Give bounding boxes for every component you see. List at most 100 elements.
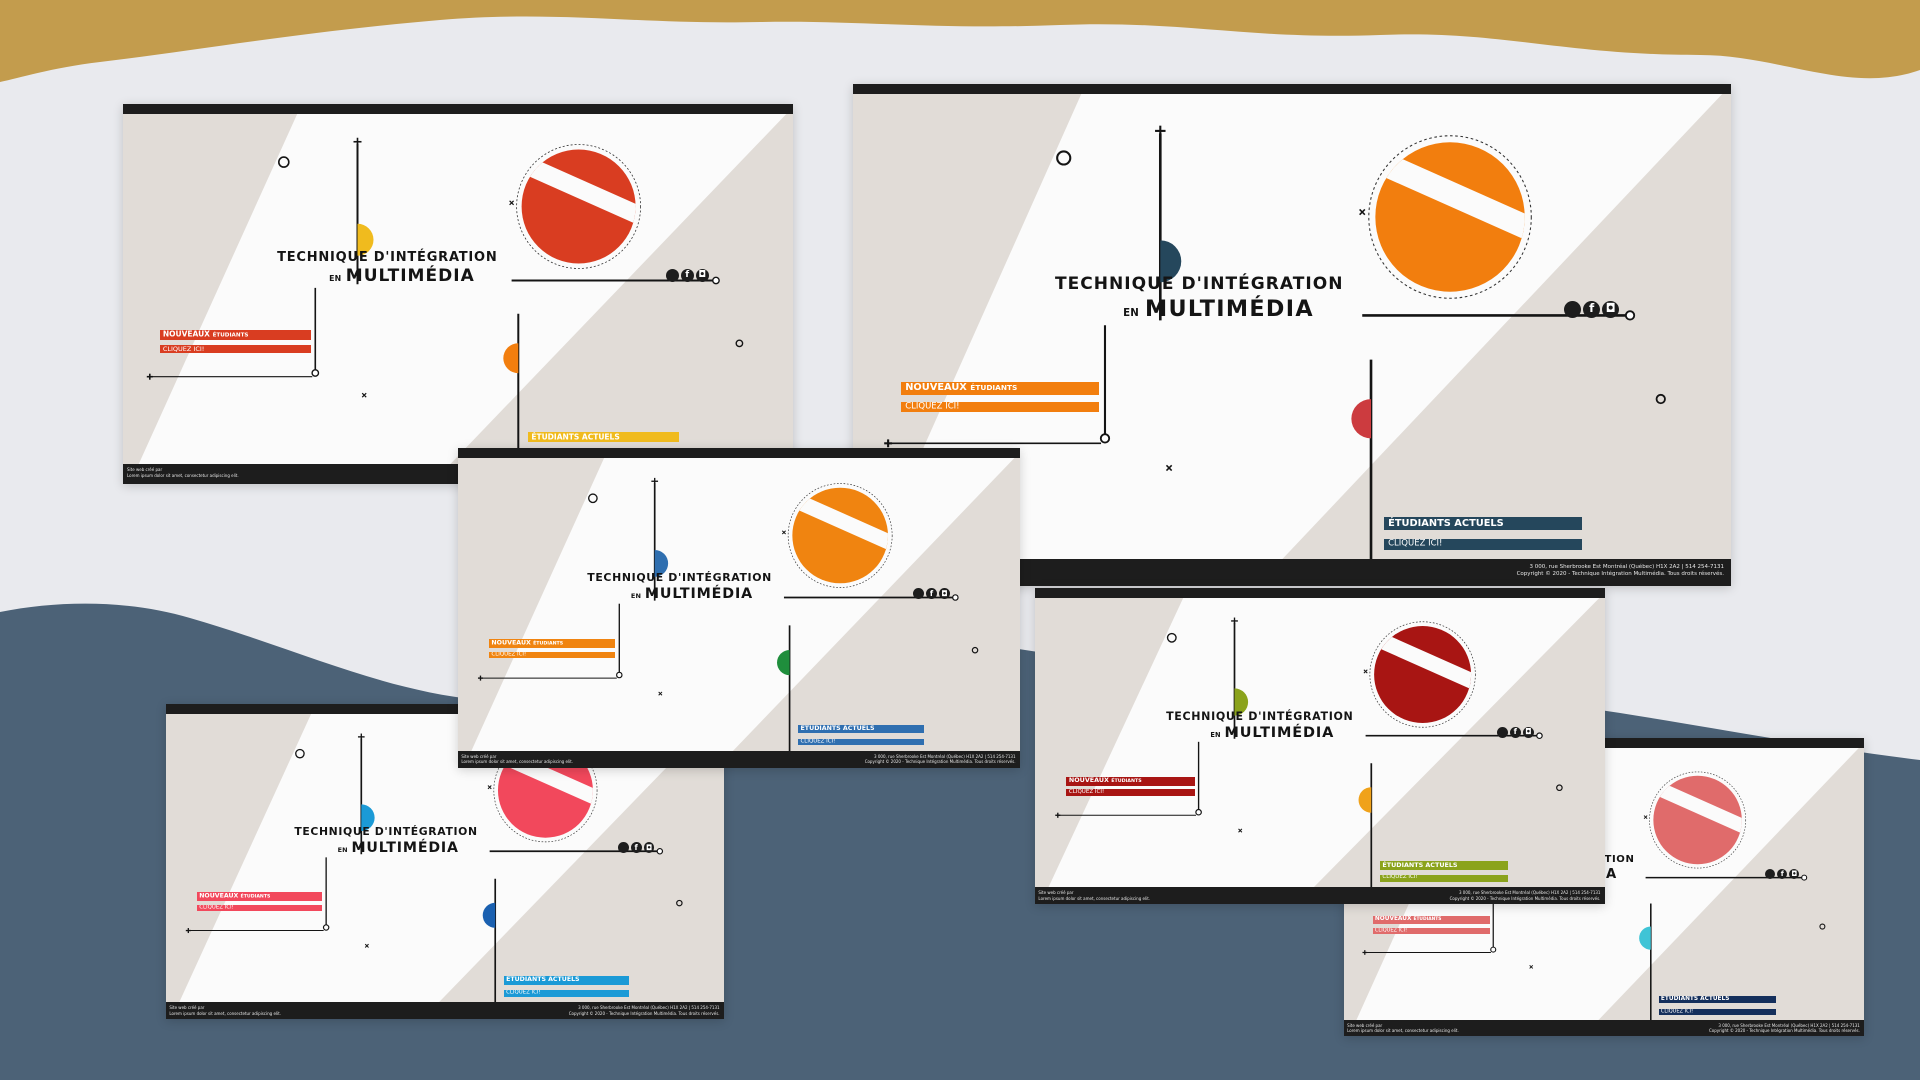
facebook-icon[interactable]: f (926, 588, 937, 600)
diagonal-background (166, 714, 724, 1019)
site-title: TECHNIQUE D'INTÉGRATION EN MULTIMÉDIA (1166, 711, 1353, 740)
current-students-click[interactable]: CLIQUEZ ICI! (1384, 539, 1582, 550)
current-students-button[interactable]: ÉTUDIANTS ACTUELS (503, 976, 630, 985)
current-students-button[interactable]: ÉTUDIANTS ACTUELS (798, 724, 925, 733)
footer-right: 3 000, rue Sherbrooke Est Montréal (Québ… (569, 1005, 720, 1016)
footer-credit: Site web créé par (169, 1005, 205, 1011)
current-students-click[interactable]: CLIQUEZ ICI! (1379, 874, 1509, 882)
facebook-icon[interactable]: f (630, 842, 642, 853)
title-line-2: EN MULTIMÉDIA (1123, 298, 1343, 320)
diagonal-background (1035, 598, 1605, 904)
footer-right: 3 000, rue Sherbrooke Est Montréal (Québ… (865, 754, 1016, 765)
social-icons: f ◘ (617, 842, 655, 853)
footer-lorem: Lorem ipsum dolor sit amet, consectetur … (169, 1010, 281, 1016)
new-students-button[interactable]: NOUVEAUX ÉTUDIANTS (159, 330, 311, 341)
instagram-icon[interactable]: ◘ (1789, 868, 1800, 880)
footer-left: Site web créé par Lorem ipsum dolor sit a… (461, 754, 573, 765)
new-students-button[interactable]: NOUVEAUX ÉTUDIANTS (901, 381, 1099, 395)
footer-copyright: Copyright © 2020 - Technique Intégration… (864, 759, 1016, 765)
new-click-label: CLIQUEZ ICI! (491, 651, 527, 658)
left-beige-band (458, 458, 605, 768)
new-label: NOUVEAUX (199, 892, 239, 900)
new-label: NOUVEAUX (162, 330, 210, 340)
current-students-button[interactable]: ÉTUDIANTS ACTUELS (1384, 517, 1582, 531)
title-top: TECHNIQUE D'INTÉGRATION (1054, 274, 1344, 295)
title-line-2: EN MULTIMÉDIA (1210, 725, 1353, 740)
footer-left: Site web créé par Lorem ipsum dolor sit a… (169, 1005, 281, 1016)
footer-lorem: Lorem ipsum dolor sit amet, consectetur … (1038, 895, 1151, 901)
footer-right: 3 000, rue Sherbrooke Est Montréal (Québ… (1517, 564, 1724, 579)
current-students-button[interactable]: ÉTUDIANTS ACTUELS (1379, 861, 1509, 870)
circle-icon[interactable] (1496, 726, 1508, 738)
footer-copyright: Copyright © 2020 - Technique Intégration… (1709, 1028, 1860, 1034)
new-click-label: CLIQUEZ ICI! (1374, 928, 1408, 934)
circle-icon[interactable] (1765, 868, 1776, 880)
new-students-click[interactable]: CLIQUEZ ICI! (196, 904, 323, 912)
instagram-icon[interactable]: ◘ (695, 269, 709, 283)
footer-copyright: Copyright © 2020 - Technique Intégration… (568, 1010, 720, 1016)
diagonal-background (123, 114, 793, 484)
title-bottom: MULTIMÉDIA (351, 840, 459, 856)
new-students-click[interactable]: CLIQUEZ ICI! (901, 401, 1099, 412)
footer-lorem: Lorem ipsum dolor sit amet, consectetur … (1347, 1028, 1459, 1034)
facebook-icon[interactable]: f (1583, 300, 1601, 318)
instagram-icon[interactable]: ◘ (1522, 726, 1534, 738)
new-students-button[interactable]: NOUVEAUX ÉTUDIANTS (196, 892, 323, 901)
facebook-icon[interactable]: f (1777, 868, 1788, 880)
new-sub: ÉTUDIANTS (1111, 779, 1142, 785)
instagram-icon[interactable]: ◘ (939, 588, 950, 600)
new-students-button[interactable]: NOUVEAUX ÉTUDIANTS (1066, 777, 1195, 786)
title-en: EN (630, 591, 642, 600)
new-students-label: NOUVEAUX ÉTUDIANTS (1069, 777, 1142, 785)
footer-credit: Site web créé par (127, 467, 163, 473)
site-title: TECHNIQUE D'INTÉGRATION EN MULTIMÉDIA (1055, 276, 1344, 321)
title-top: TECHNIQUE D'INTÉGRATION (277, 249, 498, 265)
right-beige-band (1256, 94, 1731, 586)
footer-copyright: Copyright © 2020 - Technique Intégration… (1516, 571, 1724, 578)
title-top: TECHNIQUE D'INTÉGRATION (294, 824, 478, 838)
current-students-click[interactable]: CLIQUEZ ICI! (503, 990, 630, 997)
title-line-1: TECHNIQUE D'INTÉGRATION (1166, 711, 1353, 722)
circle-icon[interactable] (1564, 300, 1582, 318)
title-line-1: TECHNIQUE D'INTÉGRATION (294, 824, 478, 838)
new-students-label: NOUVEAUX ÉTUDIANTS (199, 893, 270, 900)
title-bottom: MULTIMÉDIA (644, 585, 753, 602)
instagram-icon[interactable]: ◘ (643, 842, 655, 853)
left-beige-band (123, 114, 298, 484)
footer-lorem: Lorem ipsum dolor sit amet, consectetur … (127, 472, 239, 478)
website-mockup-darkred-right: TECHNIQUE D'INTÉGRATION EN MULTIMÉDIA f ◘ NO… (1035, 588, 1605, 904)
new-students-click[interactable]: CLIQUEZ ICI! (488, 651, 616, 659)
new-click-label: CLIQUEZ ICI! (162, 345, 205, 353)
new-students-button[interactable]: NOUVEAUX ÉTUDIANTS (488, 639, 616, 648)
current-click-label: CLIQUEZ ICI! (1660, 1008, 1694, 1015)
right-beige-band (1297, 598, 1605, 904)
current-label: ÉTUDIANTS ACTUELS (800, 724, 875, 732)
new-students-click[interactable]: CLIQUEZ ICI! (1372, 928, 1490, 935)
facebook-icon[interactable]: f (1509, 726, 1521, 738)
current-label: ÉTUDIANTS ACTUELS (1660, 995, 1730, 1002)
current-students-button[interactable]: ÉTUDIANTS ACTUELS (528, 432, 680, 443)
current-students-click[interactable]: CLIQUEZ ICI! (1658, 1008, 1776, 1015)
circle-icon[interactable] (665, 269, 679, 283)
new-students-click[interactable]: CLIQUEZ ICI! (1066, 789, 1195, 797)
website-mockup-orange-middle: TECHNIQUE D'INTÉGRATION EN MULTIMÉDIA f ◘ NO… (458, 448, 1020, 768)
site-footer: Site web créé par Lorem ipsum dolor sit a… (1035, 887, 1605, 904)
new-sub: ÉTUDIANTS (1413, 917, 1442, 923)
circle-icon[interactable] (913, 588, 925, 600)
current-students-button[interactable]: ÉTUDIANTS ACTUELS (1658, 995, 1776, 1004)
title-line-2: EN MULTIMÉDIA (329, 267, 497, 285)
footer-address: 3 000, rue Sherbrooke Est Montréal (Québ… (1529, 563, 1724, 570)
site-footer: Site web créé par Lorem ipsum dolor sit a… (1344, 1020, 1864, 1036)
footer-address: 3 000, rue Sherbrooke Est Montréal (Québ… (874, 754, 1016, 760)
new-students-button[interactable]: NOUVEAUX ÉTUDIANTS (1372, 916, 1490, 925)
new-students-label: NOUVEAUX ÉTUDIANTS (163, 331, 249, 340)
right-beige-band (431, 114, 793, 484)
facebook-icon[interactable]: f (680, 269, 694, 283)
new-sub: ÉTUDIANTS (212, 333, 249, 340)
new-click-label: CLIQUEZ ICI! (905, 401, 960, 412)
new-students-click[interactable]: CLIQUEZ ICI! (159, 345, 311, 354)
current-students-click[interactable]: CLIQUEZ ICI! (798, 738, 925, 746)
instagram-icon[interactable]: ◘ (1602, 300, 1620, 318)
circle-icon[interactable] (617, 842, 629, 853)
